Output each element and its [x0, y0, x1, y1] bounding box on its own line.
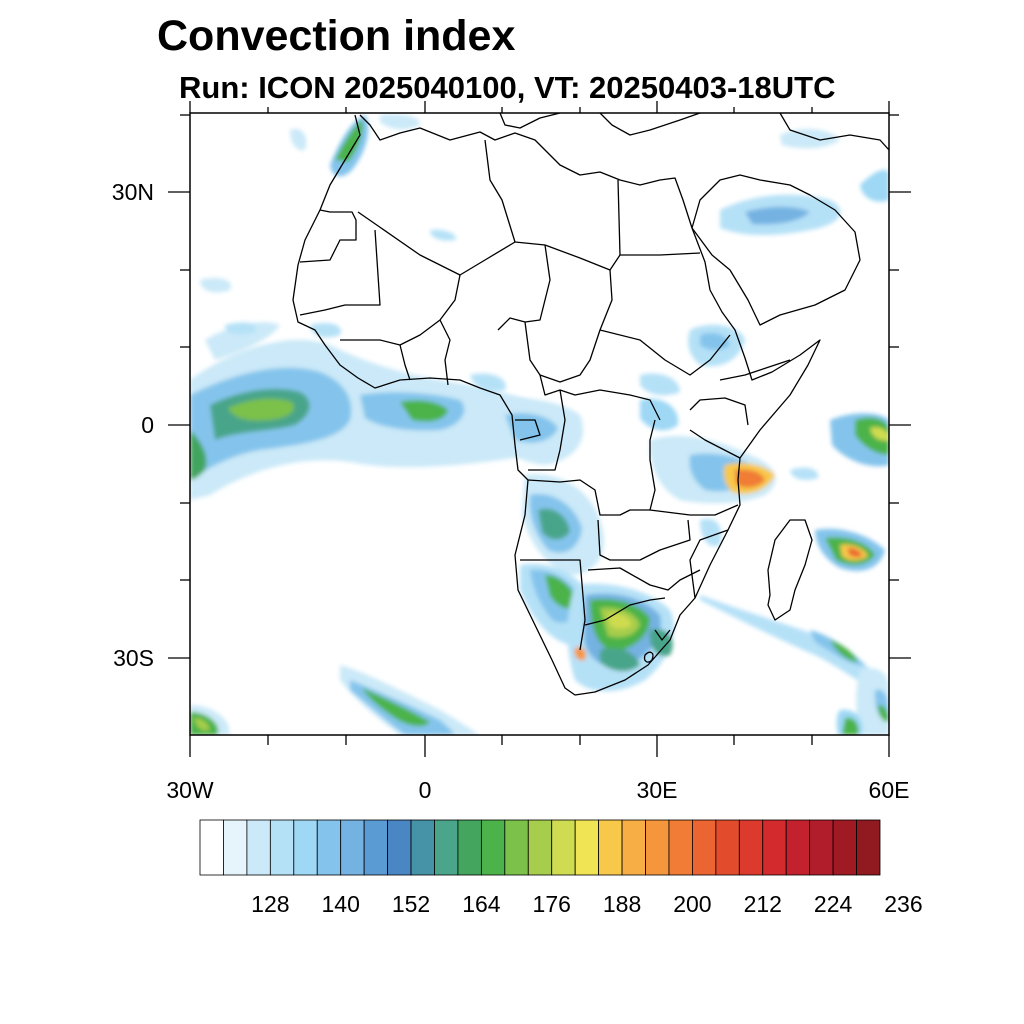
colorbar-swatch [363, 819, 388, 876]
coastlines [292, 113, 889, 696]
colorbar-swatch [715, 819, 740, 876]
colorbar-swatch [762, 819, 787, 876]
lat-label-30s: 30S [113, 645, 154, 671]
colorbar-swatch [785, 819, 811, 876]
colorbar-tick-label: 164 [462, 891, 501, 917]
lon-label-60e: 60E [869, 777, 910, 803]
colorbar-swatch [598, 819, 623, 876]
colorbar-swatch [832, 819, 857, 876]
colorbar-swatch [856, 819, 881, 876]
colorbar-swatch [246, 819, 271, 876]
colorbar-swatch [692, 819, 717, 876]
colorbar-swatch [551, 819, 576, 876]
colorbar-tick-label: 128 [251, 891, 289, 917]
colorbar-swatch [645, 819, 670, 876]
colorbar-swatch [480, 819, 506, 876]
colorbar-tick-label: 212 [744, 891, 782, 917]
colorbar-swatch [434, 819, 459, 876]
lon-label-0: 0 [419, 777, 432, 803]
colorbar-swatch [269, 819, 295, 876]
colorbar-swatch [457, 819, 482, 876]
colorbar-swatch [668, 819, 693, 876]
colorbar-tick-label: 200 [673, 891, 711, 917]
colorbar-swatch [293, 819, 318, 876]
colorbar-swatch [527, 819, 553, 876]
colorbar [199, 819, 881, 876]
colorbar-swatch [621, 819, 646, 876]
colorbar-swatch [316, 819, 342, 876]
colorbar-tick-label: 188 [603, 891, 641, 917]
colorbar-tick-label: 236 [884, 891, 922, 917]
colorbar-swatch [223, 819, 248, 876]
colorbar-tick-label: 140 [322, 891, 360, 917]
lon-label-30e: 30E [637, 777, 678, 803]
axis-ticks [168, 101, 911, 757]
colorbar-tick-label: 152 [392, 891, 430, 917]
colorbar-swatch [574, 819, 600, 876]
lon-label-30w: 30W [166, 777, 214, 803]
chart-subtitle: Run: ICON 2025040100, VT: 20250403-18UTC [179, 70, 836, 105]
colorbar-tick-label: 176 [533, 891, 571, 917]
lat-label-30n: 30N [112, 179, 154, 205]
colorbar-swatch [504, 819, 529, 876]
map-frame [189, 112, 890, 736]
colorbar-labels: 128 140 152 164 176 188 200 212 224 236 [251, 891, 922, 917]
lat-label-0: 0 [141, 412, 154, 438]
colorbar-swatch [340, 819, 365, 876]
colorbar-swatch [738, 819, 764, 876]
colorbar-swatch [809, 819, 834, 876]
colorbar-swatch [410, 819, 435, 876]
colorbar-swatch [199, 819, 224, 876]
colorbar-swatch [387, 819, 412, 876]
chart-title: Convection index [157, 12, 516, 60]
colorbar-tick-label: 224 [814, 891, 853, 917]
convection-field [190, 114, 889, 735]
